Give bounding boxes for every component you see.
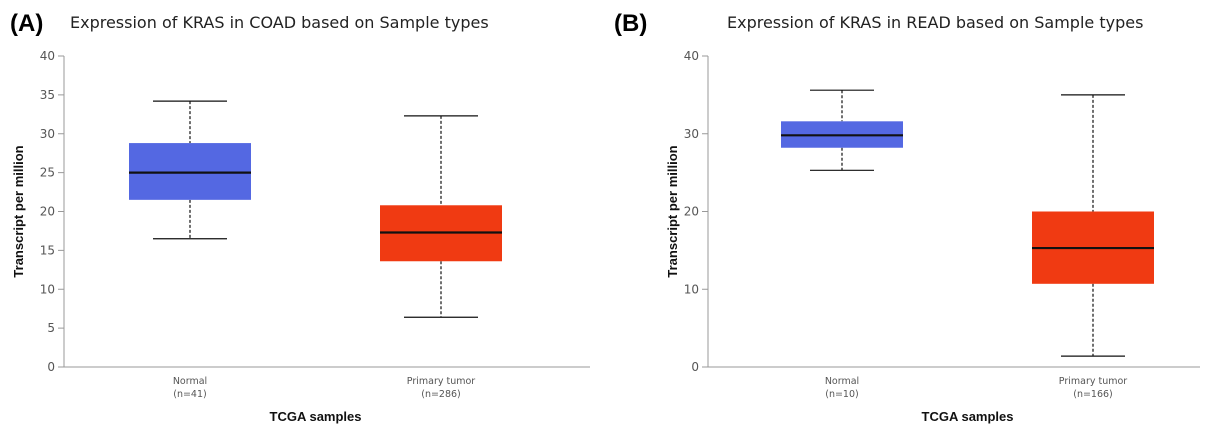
category-label: Primary tumor xyxy=(1059,376,1128,387)
panel-b: (B) Expression of KRAS in READ based on … xyxy=(614,10,1200,424)
y-tick-label: 25 xyxy=(40,166,55,180)
y-tick-label: 30 xyxy=(684,127,699,141)
box-normal: Normal (n=10) xyxy=(781,89,903,400)
y-ticks: 0 10 20 30 40 xyxy=(684,49,708,374)
chart-title: Expression of KRAS in READ based on Samp… xyxy=(727,13,1143,32)
y-tick-label: 10 xyxy=(684,282,699,296)
box-normal: Normal (n=41) xyxy=(129,100,251,400)
box-primary-tumor: Primary tumor (n=286) xyxy=(380,115,502,400)
y-tick-label: 0 xyxy=(691,360,699,374)
y-tick-label: 40 xyxy=(684,49,699,63)
box-primary-tumor: Primary tumor (n=166) xyxy=(1032,94,1154,400)
category-n-label: (n=286) xyxy=(421,389,461,400)
panel-label: (B) xyxy=(614,10,647,37)
y-ticks: 0 5 10 15 20 25 30 35 40 xyxy=(40,49,64,374)
x-axis-title: TCGA samples xyxy=(270,409,362,424)
y-tick-label: 0 xyxy=(47,360,55,374)
category-n-label: (n=41) xyxy=(173,389,206,400)
y-axis-title: Transcript per million xyxy=(665,145,680,277)
y-tick-label: 40 xyxy=(40,49,55,63)
boxes: Normal (n=41) Primary tumor (n=286) xyxy=(129,100,502,400)
category-n-label: (n=10) xyxy=(825,389,858,400)
iqr-box xyxy=(129,143,251,200)
panel-label: (A) xyxy=(10,10,43,37)
y-tick-label: 15 xyxy=(40,243,55,257)
y-tick-label: 5 xyxy=(47,321,55,335)
y-axis-title: Transcript per million xyxy=(11,145,26,277)
category-label: Normal xyxy=(173,376,207,387)
category-label: Normal xyxy=(825,376,859,387)
category-n-label: (n=166) xyxy=(1073,389,1113,400)
panel-a: (A) Expression of KRAS in COAD based on … xyxy=(10,10,590,424)
y-tick-label: 35 xyxy=(40,88,55,102)
boxes: Normal (n=10) Primary tumor (n=166) xyxy=(781,89,1154,400)
chart-title: Expression of KRAS in COAD based on Samp… xyxy=(70,13,489,32)
y-tick-label: 20 xyxy=(684,205,699,219)
y-tick-label: 20 xyxy=(40,205,55,219)
x-axis-title: TCGA samples xyxy=(922,409,1014,424)
category-label: Primary tumor xyxy=(407,376,476,387)
y-tick-label: 30 xyxy=(40,127,55,141)
y-tick-label: 10 xyxy=(40,282,55,296)
